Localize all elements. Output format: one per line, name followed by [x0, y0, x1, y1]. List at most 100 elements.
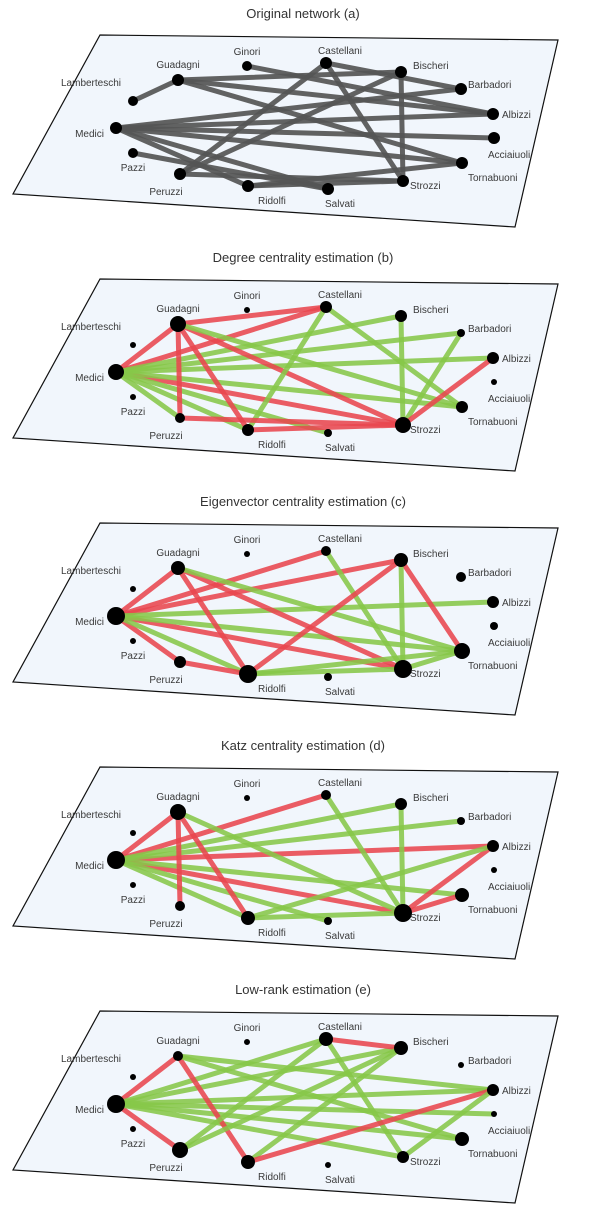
- edge-medici-castellani: [113, 1036, 329, 1107]
- node-barbadori: [457, 817, 465, 825]
- edge-strozzi-albizzi: [400, 1087, 496, 1160]
- edge-castellani-strozzi: [323, 792, 406, 916]
- panel-title: Eigenvector centrality estimation (c): [200, 494, 406, 509]
- panel-title: Low-rank estimation (e): [235, 982, 371, 997]
- node-pazzi: [130, 1126, 136, 1132]
- node-label-ridolfi: Ridolfi: [258, 1172, 286, 1183]
- edge-castellani-peruzzi: [177, 1036, 329, 1153]
- edge-medici-guadagni: [113, 565, 181, 619]
- node-lamberteschi: [130, 830, 136, 836]
- edge-guadagni-ridolfi: [175, 565, 251, 677]
- node-label-guadagni: Guadagni: [156, 304, 199, 315]
- edge-medici-ridolfi: [113, 613, 251, 677]
- edge-guadagni-tornabuoni: [175, 565, 465, 654]
- node-label-guadagni: Guadagni: [156, 548, 199, 559]
- node-label-acciaiuoli: Acciaiuoli: [488, 638, 530, 649]
- panel-3: Eigenvector centrality estimation (c) Acc…: [12, 494, 559, 716]
- node-pazzi: [130, 638, 136, 644]
- node-guadagni: [172, 74, 184, 86]
- node-label-ginori: Ginori: [234, 1023, 261, 1034]
- edge-castellani-ridolfi: [245, 304, 329, 433]
- node-label-acciaiuoli: Acciaiuoli: [488, 150, 530, 161]
- node-label-barbadori: Barbadori: [468, 1056, 511, 1067]
- node-ridolfi: [242, 180, 254, 192]
- node-castellani: [319, 1032, 333, 1046]
- node-strozzi: [397, 1151, 409, 1163]
- node-label-castellani: Castellani: [318, 534, 362, 545]
- node-bischeri: [394, 1041, 408, 1055]
- node-albizzi: [487, 352, 499, 364]
- edge-ridolfi-tornabuoni: [245, 648, 465, 677]
- node-label-bischeri: Bischeri: [413, 549, 449, 560]
- edge-medici-strozzi: [113, 369, 406, 428]
- node-guadagni: [170, 316, 186, 332]
- node-label-lamberteschi: Lamberteschi: [61, 78, 121, 89]
- panel-5: Low-rank estimation (e) Acciaiuoli Albizzi…: [12, 982, 559, 1204]
- edge-bischeri-tornabuoni: [398, 557, 465, 654]
- node-tornabuoni: [454, 643, 470, 659]
- edge-medici-albizzi: [113, 111, 496, 131]
- node-label-medici: Medici: [75, 129, 104, 140]
- edge-albizzi-ridolfi: [245, 843, 496, 921]
- node-tornabuoni: [456, 157, 468, 169]
- node-label-barbadori: Barbadori: [468, 80, 511, 91]
- node-label-albizzi: Albizzi: [502, 842, 531, 853]
- edge-peruzzi-ridolfi: [177, 659, 251, 677]
- edge-pazzi-salvati: [130, 150, 331, 192]
- node-bischeri: [395, 310, 407, 322]
- edge-medici-castellani: [113, 792, 329, 863]
- node-label-albizzi: Albizzi: [502, 110, 531, 121]
- node-medici: [107, 851, 125, 869]
- node-label-ginori: Ginori: [234, 779, 261, 790]
- node-salvati: [324, 673, 332, 681]
- node-acciaiuoli: [491, 867, 497, 873]
- node-label-guadagni: Guadagni: [156, 792, 199, 803]
- node-lamberteschi: [130, 1074, 136, 1080]
- edge-strozzi-tornabuoni: [400, 648, 465, 672]
- node-label-albizzi: Albizzi: [502, 354, 531, 365]
- node-ginori: [242, 61, 252, 71]
- node-barbadori: [456, 572, 466, 582]
- node-tornabuoni: [455, 888, 469, 902]
- edge-albizzi-strozzi: [400, 843, 496, 916]
- node-label-pazzi: Pazzi: [121, 407, 145, 418]
- edge-albizzi-strozzi: [400, 355, 496, 428]
- node-castellani: [321, 790, 331, 800]
- node-label-salvati: Salvati: [325, 443, 355, 454]
- edge-guadagni-peruzzi: [175, 321, 183, 421]
- edge-medici-albizzi: [113, 1087, 496, 1107]
- edge-guadagni-castellani: [175, 304, 329, 327]
- edge-bischeri-strozzi: [398, 313, 406, 428]
- node-label-castellani: Castellani: [318, 1022, 362, 1033]
- edge-guadagni-peruzzi: [175, 809, 183, 909]
- node-acciaiuoli: [491, 379, 497, 385]
- edge-guadagni-ridolfi: [175, 321, 251, 433]
- panel-title: Katz centrality estimation (d): [221, 738, 385, 753]
- network-plane: [12, 766, 559, 960]
- node-label-barbadori: Barbadori: [468, 568, 511, 579]
- node-label-strozzi: Strozzi: [410, 669, 441, 680]
- edge-medici-tornabuoni: [113, 1101, 465, 1142]
- edge-ridolfi-strozzi: [245, 422, 406, 433]
- node-label-tornabuoni: Tornabuoni: [468, 661, 517, 672]
- node-label-peruzzi: Peruzzi: [149, 187, 182, 198]
- edge-guadagni-tornabuoni: [175, 321, 465, 410]
- node-ridolfi: [241, 1155, 255, 1169]
- edge-bischeri-strozzi: [398, 69, 406, 184]
- node-label-pazzi: Pazzi: [121, 1139, 145, 1150]
- node-albizzi: [487, 1084, 499, 1096]
- node-strozzi: [397, 175, 409, 187]
- node-ridolfi: [241, 911, 255, 925]
- edge-medici-acciaiuoli: [113, 1101, 497, 1117]
- edge-castellani-peruzzi: [177, 60, 329, 177]
- node-peruzzi: [175, 413, 185, 423]
- node-label-pazzi: Pazzi: [121, 651, 145, 662]
- node-label-peruzzi: Peruzzi: [149, 1163, 182, 1174]
- edge-guadagni-lamberteschi: [130, 77, 181, 104]
- node-guadagni: [171, 561, 185, 575]
- edge-medici-guadagni: [113, 321, 181, 375]
- node-medici: [107, 607, 125, 625]
- node-label-tornabuoni: Tornabuoni: [468, 173, 517, 184]
- node-strozzi: [394, 904, 412, 922]
- node-strozzi: [394, 660, 412, 678]
